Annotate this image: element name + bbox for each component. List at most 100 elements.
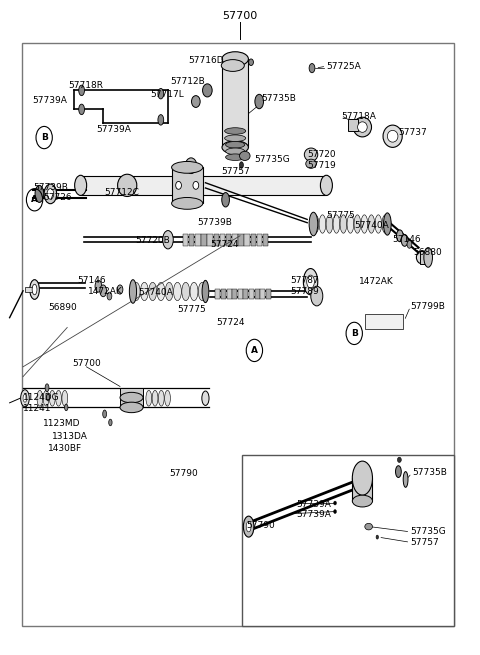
Text: 57735B: 57735B — [262, 94, 297, 103]
Ellipse shape — [21, 390, 29, 407]
FancyBboxPatch shape — [232, 234, 238, 246]
Ellipse shape — [304, 148, 318, 161]
Text: 57716D: 57716D — [189, 56, 224, 66]
Ellipse shape — [185, 158, 197, 174]
Text: 57775: 57775 — [326, 211, 355, 220]
Polygon shape — [365, 314, 403, 329]
Text: 57146: 57146 — [77, 276, 106, 285]
Ellipse shape — [333, 215, 340, 233]
Text: 57735G: 57735G — [410, 527, 446, 536]
Ellipse shape — [424, 248, 432, 267]
Ellipse shape — [396, 466, 401, 477]
Ellipse shape — [255, 94, 264, 109]
Ellipse shape — [347, 215, 354, 233]
FancyBboxPatch shape — [242, 455, 454, 626]
Ellipse shape — [226, 154, 245, 160]
Text: 57735B: 57735B — [412, 468, 447, 477]
Text: B: B — [351, 329, 358, 338]
FancyBboxPatch shape — [201, 234, 207, 246]
FancyBboxPatch shape — [249, 289, 254, 299]
Text: 57787: 57787 — [290, 276, 319, 285]
Ellipse shape — [311, 286, 323, 306]
Text: 57718A: 57718A — [341, 112, 376, 121]
Ellipse shape — [353, 117, 372, 137]
Ellipse shape — [309, 212, 318, 236]
Ellipse shape — [321, 176, 333, 195]
Ellipse shape — [107, 292, 112, 300]
Ellipse shape — [246, 521, 251, 532]
Ellipse shape — [79, 104, 84, 115]
Text: 57700: 57700 — [222, 11, 258, 22]
Ellipse shape — [303, 269, 318, 295]
Ellipse shape — [382, 215, 389, 233]
FancyBboxPatch shape — [243, 289, 249, 299]
Ellipse shape — [222, 193, 229, 207]
Ellipse shape — [117, 285, 123, 294]
Ellipse shape — [352, 461, 372, 495]
Text: A: A — [251, 346, 258, 355]
Text: 57739A: 57739A — [96, 125, 131, 134]
Text: 57735G: 57735G — [254, 155, 290, 164]
Ellipse shape — [158, 115, 164, 125]
FancyBboxPatch shape — [195, 234, 201, 246]
Text: 57757: 57757 — [410, 538, 439, 547]
Ellipse shape — [334, 510, 336, 514]
Text: 57790: 57790 — [169, 469, 198, 478]
Text: 57789: 57789 — [290, 287, 319, 296]
FancyBboxPatch shape — [81, 176, 326, 195]
Ellipse shape — [103, 410, 107, 418]
Ellipse shape — [307, 275, 314, 288]
FancyBboxPatch shape — [216, 289, 220, 299]
Ellipse shape — [176, 181, 181, 189]
Ellipse shape — [30, 280, 39, 299]
Text: 57725A: 57725A — [326, 62, 361, 71]
Text: 1313DA: 1313DA — [52, 432, 88, 441]
Text: 57775: 57775 — [178, 305, 206, 314]
Ellipse shape — [416, 251, 428, 264]
Text: 57719: 57719 — [307, 160, 336, 170]
Ellipse shape — [182, 282, 190, 301]
Text: 57790: 57790 — [246, 521, 275, 531]
Ellipse shape — [354, 215, 360, 233]
FancyBboxPatch shape — [348, 119, 358, 131]
Ellipse shape — [249, 59, 253, 66]
Ellipse shape — [240, 162, 243, 168]
Text: 57757: 57757 — [221, 167, 250, 176]
Ellipse shape — [225, 128, 246, 134]
FancyBboxPatch shape — [189, 234, 194, 246]
Ellipse shape — [401, 234, 408, 246]
Ellipse shape — [132, 282, 140, 301]
Text: 57712B: 57712B — [170, 77, 204, 86]
FancyBboxPatch shape — [207, 234, 213, 246]
Text: 57146: 57146 — [393, 234, 421, 244]
Text: 1430BF: 1430BF — [48, 443, 82, 453]
Ellipse shape — [56, 390, 61, 406]
Ellipse shape — [47, 189, 54, 199]
Text: 57712C: 57712C — [105, 188, 140, 197]
Text: A: A — [31, 195, 38, 204]
Text: 1472AK: 1472AK — [88, 287, 123, 296]
Ellipse shape — [202, 280, 209, 303]
Ellipse shape — [158, 390, 164, 406]
FancyBboxPatch shape — [232, 289, 237, 299]
Text: 57720: 57720 — [307, 150, 336, 159]
Ellipse shape — [383, 125, 402, 147]
Ellipse shape — [368, 215, 375, 233]
Ellipse shape — [35, 185, 44, 202]
FancyBboxPatch shape — [238, 234, 244, 246]
Ellipse shape — [226, 148, 245, 155]
Ellipse shape — [120, 402, 143, 413]
FancyBboxPatch shape — [183, 234, 188, 246]
Ellipse shape — [62, 390, 68, 406]
Ellipse shape — [193, 181, 199, 189]
Ellipse shape — [198, 282, 206, 301]
Text: 57724: 57724 — [210, 240, 239, 249]
FancyBboxPatch shape — [214, 234, 219, 246]
Ellipse shape — [79, 85, 84, 96]
Ellipse shape — [95, 280, 102, 292]
Ellipse shape — [100, 285, 107, 297]
FancyBboxPatch shape — [257, 234, 263, 246]
FancyBboxPatch shape — [251, 234, 256, 246]
Text: 57700: 57700 — [72, 359, 101, 368]
Ellipse shape — [319, 215, 326, 233]
